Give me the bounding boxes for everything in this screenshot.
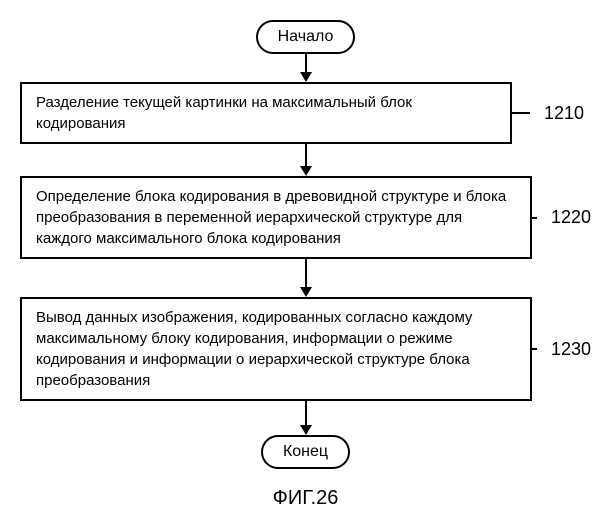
step-row-3: Вывод данных изображения, кодированных с…	[20, 297, 591, 401]
flowchart-container: Начало Разделение текущей картинки на ма…	[20, 20, 591, 510]
arrow-connector	[300, 401, 312, 435]
step-ref-1: 1210	[544, 103, 584, 124]
step-ref-2: 1220	[551, 207, 591, 228]
end-terminal: Конец	[261, 435, 350, 469]
step-text-2: Определение блока кодирования в древовид…	[36, 188, 506, 247]
arrow-connector	[300, 144, 312, 176]
arrow-head-icon	[300, 72, 312, 82]
step-text-3: Вывод данных изображения, кодированных с…	[36, 309, 472, 389]
arrow-head-icon	[300, 166, 312, 176]
end-label: Конец	[283, 443, 328, 460]
arrow-connector	[300, 259, 312, 297]
caption-text: ФИГ.26	[273, 487, 339, 509]
step-box-3: Вывод данных изображения, кодированных с…	[20, 297, 532, 401]
step-box-2: Определение блока кодирования в древовид…	[20, 176, 532, 259]
step-text-1: Разделение текущей картинки на максималь…	[36, 94, 412, 132]
arrow-line	[305, 401, 307, 425]
step-row-1: Разделение текущей картинки на максималь…	[20, 82, 591, 144]
start-terminal: Начало	[256, 20, 356, 54]
connector-line	[530, 217, 537, 219]
arrow-line	[305, 259, 307, 287]
arrow-connector	[300, 54, 312, 82]
step-row-2: Определение блока кодирования в древовид…	[20, 176, 591, 259]
step-ref-3: 1230	[551, 339, 591, 360]
arrow-line	[305, 144, 307, 166]
arrow-head-icon	[300, 287, 312, 297]
arrow-head-icon	[300, 425, 312, 435]
connector-line	[530, 348, 537, 350]
start-label: Начало	[278, 28, 334, 45]
connector-line	[510, 112, 530, 114]
step-box-1: Разделение текущей картинки на максималь…	[20, 82, 512, 144]
figure-caption: ФИГ.26	[273, 487, 339, 510]
arrow-line	[305, 54, 307, 72]
